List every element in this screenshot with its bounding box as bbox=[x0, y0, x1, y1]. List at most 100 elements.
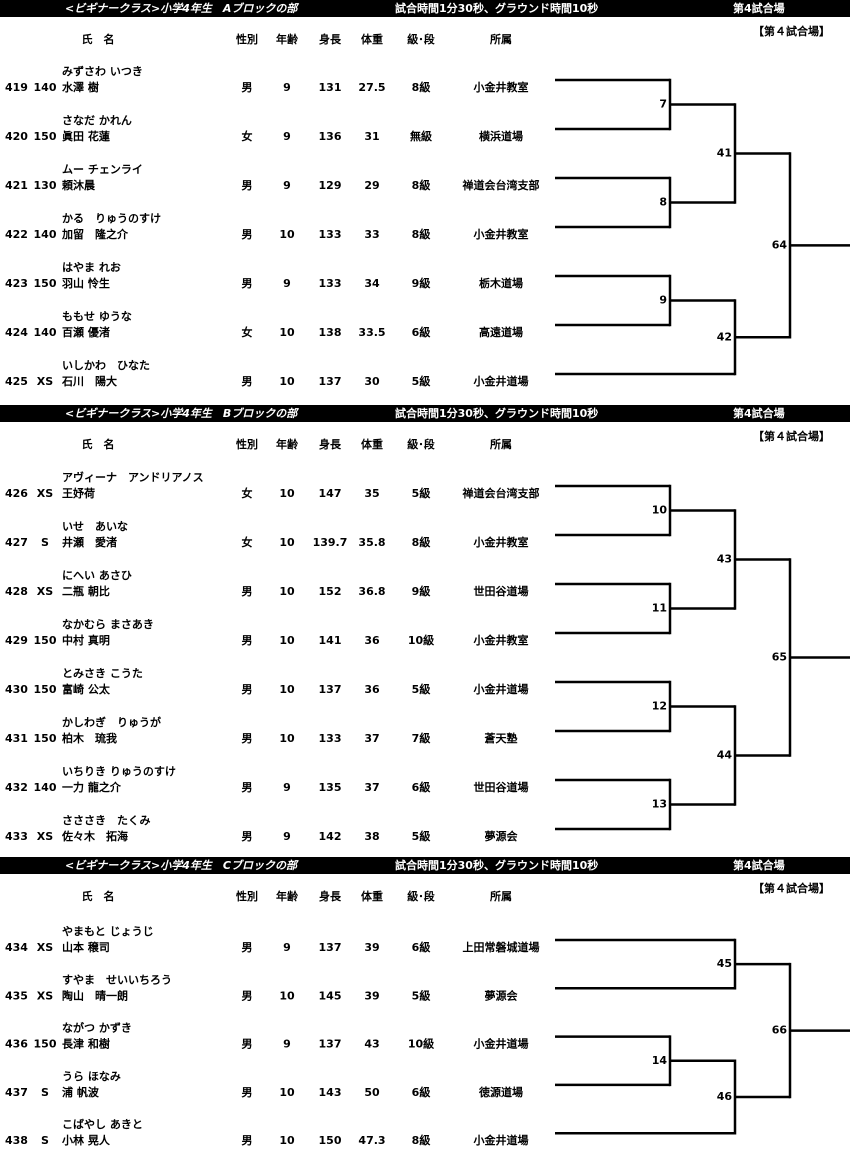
affiliation: 夢源会 bbox=[485, 988, 519, 1002]
affiliation: 夢源会 bbox=[485, 829, 519, 843]
height: 143 bbox=[319, 1086, 342, 1099]
furigana: さなだ かれん bbox=[62, 114, 132, 127]
grade: 5級 bbox=[412, 988, 431, 1002]
grade: 6級 bbox=[412, 780, 431, 794]
age: 10 bbox=[279, 536, 295, 549]
age: 9 bbox=[283, 1038, 291, 1051]
entry-name: 頼沐晨 bbox=[61, 178, 96, 192]
grade: 8級 bbox=[412, 535, 431, 549]
match-number: 44 bbox=[717, 749, 733, 762]
entry-name: 井瀬 愛渚 bbox=[62, 535, 117, 549]
match-number: 11 bbox=[652, 602, 667, 615]
column-header: 所属 bbox=[490, 437, 512, 451]
furigana: やまもと じょうじ bbox=[62, 925, 154, 938]
affiliation: 小金井教室 bbox=[473, 80, 529, 94]
entry-name: 石川 陽大 bbox=[61, 374, 117, 388]
weight: 31 bbox=[364, 130, 379, 143]
weight: 35 bbox=[364, 487, 379, 500]
venue-large: 【第４試合場】 bbox=[753, 429, 830, 443]
height: 137 bbox=[319, 1038, 342, 1051]
entry-class: 140 bbox=[34, 81, 57, 94]
entry-number: 434 bbox=[5, 941, 28, 954]
affiliation: 徳源道場 bbox=[478, 1085, 523, 1099]
block-title: <ビギナークラス>小学4年生 Cブロックの部 bbox=[65, 859, 299, 872]
entry-number: 419 bbox=[5, 81, 28, 94]
entry-number: 432 bbox=[5, 781, 28, 794]
entry-class: XS bbox=[37, 941, 53, 954]
entry-name: 陶山 晴一朗 bbox=[62, 988, 128, 1002]
furigana: すやま せいいちろう bbox=[62, 973, 172, 986]
column-header: 氏 名 bbox=[82, 32, 115, 46]
entry-class: XS bbox=[37, 585, 53, 598]
entry-class: 150 bbox=[34, 634, 57, 647]
venue: 第4試合場 bbox=[733, 406, 785, 420]
gender: 女 bbox=[242, 486, 253, 500]
match-number: 10 bbox=[652, 504, 668, 517]
entry-class: S bbox=[41, 1134, 49, 1147]
entry-number: 425 bbox=[5, 375, 28, 388]
match-number: 65 bbox=[772, 651, 787, 664]
entry-class: XS bbox=[37, 487, 53, 500]
entry-name: 中村 真明 bbox=[62, 633, 110, 647]
venue: 第4試合場 bbox=[733, 1, 785, 15]
match-number: 9 bbox=[659, 294, 667, 307]
match-number: 46 bbox=[717, 1090, 733, 1103]
affiliation: 小金井道場 bbox=[473, 682, 529, 696]
header-bar bbox=[0, 405, 850, 422]
match-time: 試合時間1分30秒、グラウンド時間10秒 bbox=[395, 406, 598, 420]
height: 141 bbox=[319, 634, 342, 647]
weight: 30 bbox=[364, 375, 380, 388]
grade: 8級 bbox=[412, 178, 431, 192]
height: 142 bbox=[319, 830, 342, 843]
column-header: 所属 bbox=[490, 889, 512, 903]
column-header: 身長 bbox=[319, 889, 342, 903]
age: 10 bbox=[279, 487, 295, 500]
venue-large: 【第４試合場】 bbox=[753, 24, 830, 38]
entry-class: 140 bbox=[34, 228, 57, 241]
entry-class: 130 bbox=[34, 179, 57, 192]
age: 9 bbox=[283, 179, 291, 192]
gender: 男 bbox=[242, 941, 253, 954]
gender: 男 bbox=[242, 1038, 253, 1051]
age: 10 bbox=[279, 634, 295, 647]
furigana: アヴィーナ アンドリアノス bbox=[62, 470, 204, 484]
affiliation: 小金井道場 bbox=[473, 1037, 529, 1051]
weight: 36 bbox=[364, 683, 380, 696]
entry-class: S bbox=[41, 1086, 49, 1099]
grade: 9級 bbox=[412, 276, 431, 290]
entry-class: 150 bbox=[34, 683, 57, 696]
match-number: 64 bbox=[772, 238, 788, 251]
entry-name: 浦 帆波 bbox=[62, 1085, 100, 1099]
gender: 男 bbox=[242, 375, 253, 388]
column-header: 級･段 bbox=[407, 889, 435, 903]
weight: 39 bbox=[364, 941, 379, 954]
match-time: 試合時間1分30秒、グラウンド時間10秒 bbox=[395, 858, 598, 872]
furigana: にへい あさひ bbox=[62, 569, 132, 582]
height: 138 bbox=[319, 326, 342, 339]
column-header: 身長 bbox=[319, 437, 342, 451]
age: 10 bbox=[279, 683, 295, 696]
entry-name: 加留 隆之介 bbox=[61, 227, 129, 241]
age: 9 bbox=[283, 941, 291, 954]
column-header: 体重 bbox=[361, 437, 383, 451]
weight: 50 bbox=[364, 1086, 380, 1099]
grade: 8級 bbox=[412, 227, 431, 241]
affiliation: 蒼天塾 bbox=[484, 731, 518, 745]
age: 9 bbox=[283, 130, 291, 143]
entry-class: 140 bbox=[34, 781, 57, 794]
header-bar bbox=[0, 857, 850, 874]
height: 133 bbox=[319, 277, 342, 290]
grade: 8級 bbox=[412, 80, 431, 94]
grade: 5級 bbox=[412, 682, 431, 696]
match-time: 試合時間1分30秒、グラウンド時間10秒 bbox=[395, 1, 598, 15]
age: 10 bbox=[279, 989, 295, 1002]
furigana: かる りゅうのすけ bbox=[62, 212, 161, 225]
affiliation: 上田常磐城道場 bbox=[463, 940, 540, 954]
entry-name: 富崎 公太 bbox=[62, 682, 111, 696]
grade: 10級 bbox=[408, 633, 434, 647]
entry-number: 424 bbox=[5, 326, 28, 339]
column-header: 所属 bbox=[490, 32, 512, 46]
entry-number: 428 bbox=[5, 585, 28, 598]
entry-name: 二瓶 朝比 bbox=[62, 584, 110, 598]
grade: 5級 bbox=[412, 374, 431, 388]
